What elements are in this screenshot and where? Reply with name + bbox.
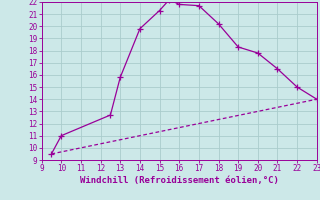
X-axis label: Windchill (Refroidissement éolien,°C): Windchill (Refroidissement éolien,°C): [80, 176, 279, 185]
